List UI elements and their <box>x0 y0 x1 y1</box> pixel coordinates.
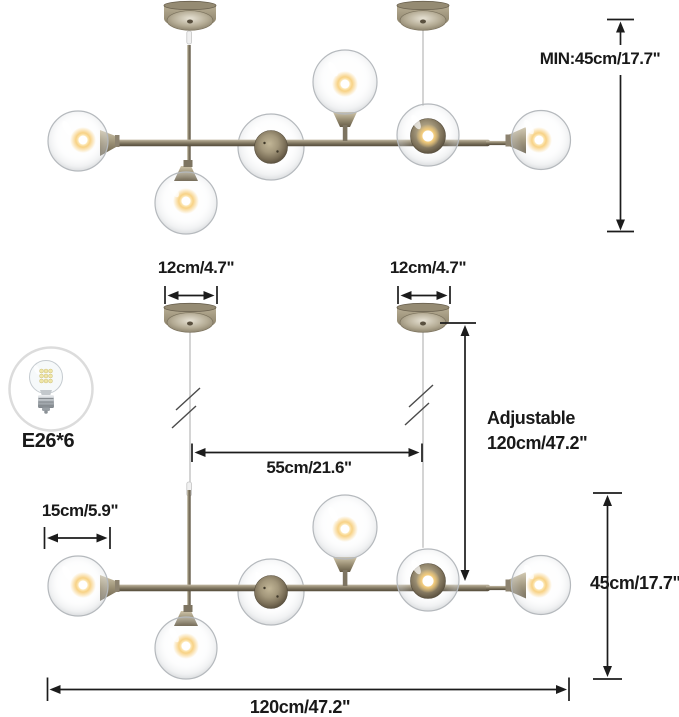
ceiling-canopies <box>163 0 450 333</box>
suspension-cords <box>189 29 424 548</box>
fixture-width-label: 120cm/47.2" <box>249 697 351 717</box>
fixture-height-dimension <box>593 492 622 680</box>
top-chandelier <box>47 44 572 235</box>
min-height-label: MIN:45cm/17.7" <box>539 49 661 68</box>
right-canopy-dimension <box>397 286 451 304</box>
bottom-chandelier <box>47 489 572 680</box>
bulb-spec-label: E26*6 <box>21 430 75 452</box>
bulb-icon <box>8 346 94 432</box>
globe-diameter-dimension <box>43 527 111 549</box>
left-canopy-dimension <box>164 286 218 304</box>
globe-diameter-label: 15cm/5.9" <box>41 501 119 520</box>
fixture-height-label: 45cm/17.7" <box>590 573 679 593</box>
adjustable-height-label: 120cm/47.2" <box>487 433 588 453</box>
adjustable-height-dimension <box>440 322 476 581</box>
adjustable-label: Adjustable <box>487 408 576 428</box>
left-canopy-diameter-label: 12cm/4.7" <box>157 258 235 277</box>
canopy-spacing-dimension <box>191 443 423 462</box>
cord-break-marks <box>171 384 434 429</box>
canopy-spacing-label: 55cm/21.6" <box>266 458 352 477</box>
fixture-width-dimension <box>46 677 570 701</box>
right-canopy-diameter-label: 12cm/4.7" <box>389 258 467 277</box>
cord-connectors <box>186 30 193 497</box>
min-height-dimension <box>607 18 634 233</box>
